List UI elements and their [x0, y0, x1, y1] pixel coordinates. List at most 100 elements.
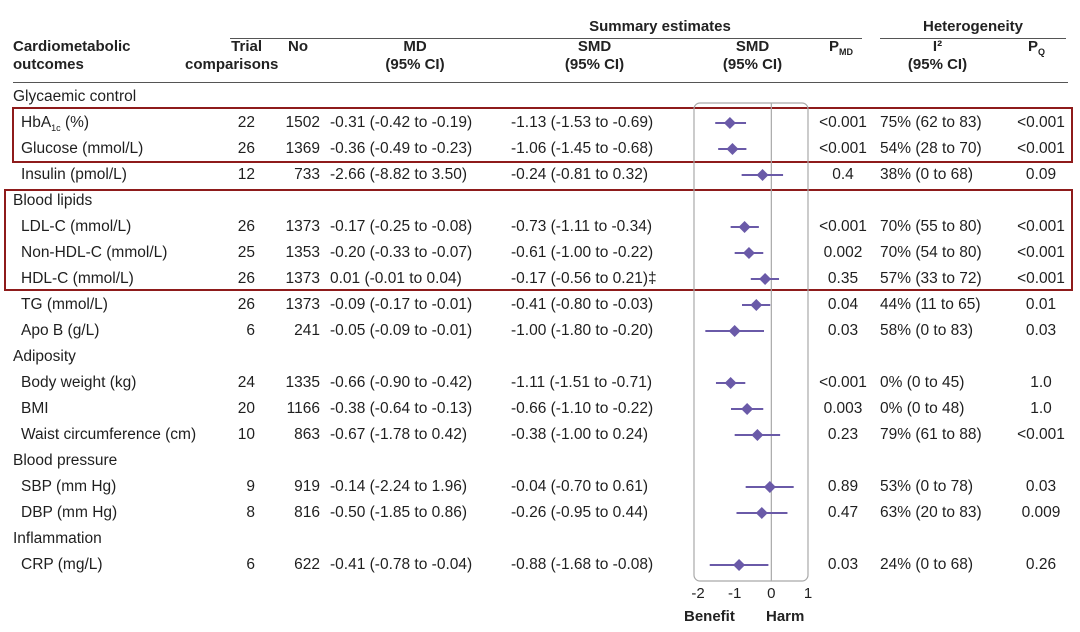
- group-glycaemic-control: Glycaemic control: [13, 88, 137, 105]
- i2-cell: 58% (0 to 83): [880, 322, 974, 339]
- md-cell: -0.36 (-0.49 to -0.23): [330, 140, 473, 157]
- p-q-cell: 0.03: [1025, 478, 1057, 495]
- participants-cell: 1369: [285, 140, 320, 157]
- p-md-cell: <0.001: [819, 374, 867, 391]
- md-cell: -0.17 (-0.25 to -0.08): [330, 218, 473, 235]
- trials-cell: 20: [237, 400, 255, 417]
- p-q-cell: 1.0: [1030, 374, 1052, 391]
- p-q-cell: 0.26: [1025, 556, 1057, 573]
- p-q-cell: <0.001: [1017, 426, 1065, 443]
- forest-point: [736, 507, 788, 519]
- point-estimate-marker: [763, 481, 776, 493]
- md-cell: -0.31 (-0.42 to -0.19): [330, 114, 473, 131]
- smd-cell: -0.04 (-0.70 to 0.61): [511, 478, 648, 495]
- outcome-cell: Body weight (kg): [21, 374, 137, 391]
- outcome-cell: TG (mmol/L): [21, 296, 108, 313]
- md-cell: -0.05 (-0.09 to -0.01): [330, 322, 473, 339]
- p-md-cell: 0.35: [827, 270, 859, 287]
- forest-point: [731, 403, 764, 415]
- col-no-header: No: [288, 38, 308, 55]
- outcome-cell: Non-HDL-C (mmol/L): [21, 244, 168, 261]
- x-tick-label: 1: [804, 585, 812, 602]
- summary-rule: [230, 38, 862, 39]
- p-q-cell: <0.001: [1017, 218, 1065, 235]
- smd-cell: -0.41 (-0.80 to -0.03): [511, 296, 654, 313]
- p-q-cell: <0.001: [1017, 270, 1065, 287]
- trials-cell: 25: [237, 244, 255, 261]
- heterogeneity-rule: [880, 38, 1066, 39]
- forest-point: [709, 559, 769, 571]
- smd-cell: -1.13 (-1.53 to -0.69): [511, 114, 654, 131]
- participants-cell: 863: [294, 426, 320, 443]
- p-md-cell: 0.23: [827, 426, 859, 443]
- smd-cell: -0.73 (-1.11 to -0.34): [511, 218, 653, 235]
- p-q-cell: <0.001: [1017, 140, 1065, 157]
- forest-point: [718, 143, 747, 155]
- col-pmd-header: PMD: [829, 38, 854, 57]
- p-md-cell: <0.001: [819, 218, 867, 235]
- participants-cell: 1373: [285, 270, 320, 287]
- p-q-cell: 0.03: [1025, 322, 1057, 339]
- outcome-cell: DBP (mm Hg): [21, 504, 118, 521]
- summary-estimates-heading: Summary estimates: [589, 18, 731, 35]
- forest-point: [715, 117, 747, 129]
- trials-cell: 6: [246, 322, 255, 339]
- smd-cell: -0.38 (-1.00 to 0.24): [511, 426, 648, 443]
- col-smd-plot-header: SMD (95% CI): [722, 38, 783, 73]
- i2-cell: 44% (11 to 65): [880, 296, 981, 313]
- point-estimate-marker: [733, 559, 746, 571]
- group-blood-pressure: Blood pressure: [13, 452, 118, 469]
- outcome-cell: CRP (mg/L): [21, 556, 103, 573]
- smd-cell: -0.66 (-1.10 to -0.22): [511, 400, 654, 417]
- outcome-cell: LDL-C (mmol/L): [21, 218, 132, 235]
- point-estimate-marker: [755, 507, 768, 519]
- highlight-box-glycaemic: [12, 107, 1073, 163]
- trials-cell: 6: [246, 556, 255, 573]
- point-estimate-marker: [726, 143, 739, 155]
- i2-cell: 0% (0 to 45): [880, 374, 965, 391]
- p-md-cell: 0.03: [827, 556, 859, 573]
- col-trial-header-2: comparisons: [185, 56, 279, 73]
- smd-cell: -0.88 (-1.68 to -0.08): [511, 556, 654, 573]
- p-md-cell: 0.002: [823, 244, 863, 261]
- group-adiposity: Adiposity: [13, 348, 76, 365]
- point-estimate-marker: [756, 169, 769, 181]
- p-q-cell: 0.09: [1025, 166, 1057, 183]
- outcome-cell: Insulin (pmol/L): [21, 166, 127, 183]
- p-md-cell: <0.001: [819, 140, 867, 157]
- p-md-cell: <0.001: [819, 114, 867, 131]
- col-trial-header: Trial: [231, 38, 262, 55]
- p-q-cell: 1.0: [1030, 400, 1052, 417]
- p-md-cell: 0.4: [832, 166, 854, 183]
- participants-cell: 816: [294, 504, 320, 521]
- forest-point: [734, 247, 764, 259]
- smd-cell: -0.17 (-0.56 to 0.21)‡: [511, 270, 657, 287]
- md-cell: -0.66 (-0.90 to -0.42): [330, 374, 473, 391]
- p-md-cell: 0.04: [827, 296, 859, 313]
- md-cell: -0.09 (-0.17 to -0.01): [330, 296, 473, 313]
- md-cell: -0.20 (-0.33 to -0.07): [330, 244, 473, 261]
- point-estimate-marker: [742, 247, 755, 259]
- trials-cell: 26: [237, 140, 255, 157]
- point-estimate-marker: [741, 403, 754, 415]
- forest-point: [741, 169, 784, 181]
- header-rule: [13, 82, 1068, 83]
- p-q-cell: 0.01: [1025, 296, 1057, 313]
- forest-point: [705, 325, 764, 337]
- smd-cell: -0.61 (-1.00 to -0.22): [511, 244, 654, 261]
- trials-cell: 26: [237, 218, 255, 235]
- participants-cell: 1373: [285, 218, 320, 235]
- point-estimate-marker: [738, 221, 751, 233]
- participants-cell: 622: [294, 556, 320, 573]
- point-estimate-marker: [759, 273, 772, 285]
- point-estimate-marker: [728, 325, 741, 337]
- smd-cell: -0.26 (-0.95 to 0.44): [511, 504, 648, 521]
- outcome-cell: SBP (mm Hg): [21, 478, 117, 495]
- x-tick-label: -1: [728, 585, 741, 602]
- participants-cell: 919: [294, 478, 320, 495]
- p-md-cell: 0.03: [827, 322, 859, 339]
- trials-cell: 10: [237, 426, 255, 443]
- col-md-header: MD (95% CI): [385, 38, 445, 73]
- md-cell: -2.66 (-8.82 to 3.50): [330, 166, 467, 183]
